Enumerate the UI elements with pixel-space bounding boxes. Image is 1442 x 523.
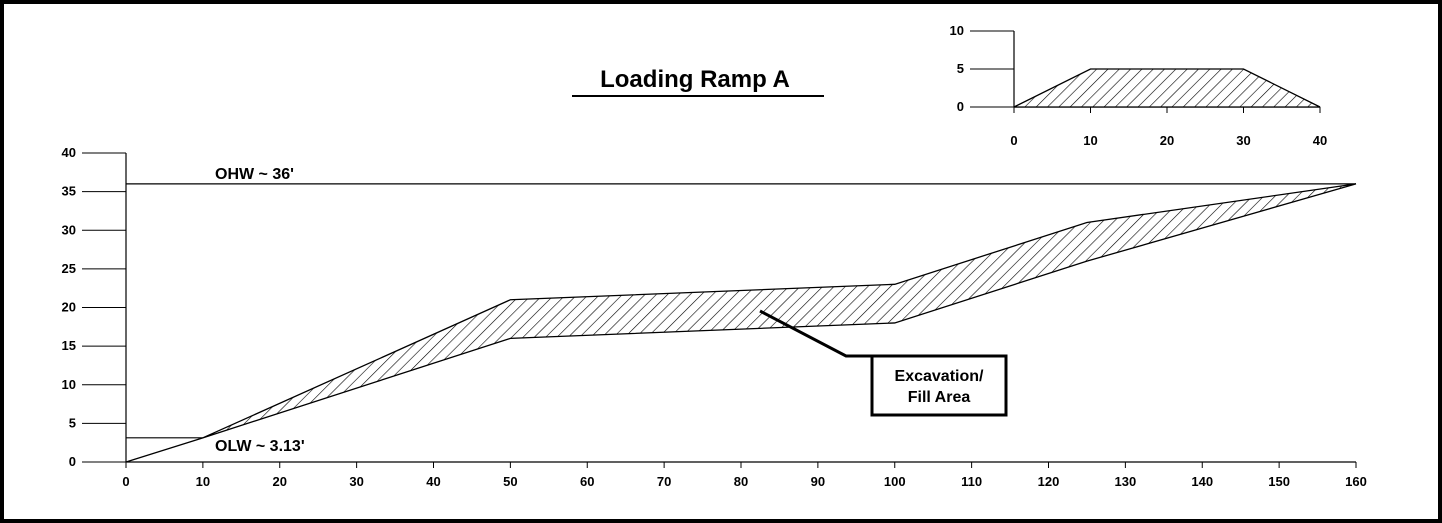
ohw-label: OHW ~ 36'	[215, 166, 294, 183]
callout-leader	[759, 309, 872, 358]
main-y-tick-label: 20	[62, 300, 76, 315]
main-x-tick-label: 140	[1191, 474, 1213, 489]
inset-x-tick-label: 10	[1083, 133, 1097, 148]
olw-label: OLW ~ 3.13'	[215, 438, 305, 455]
main-x-tick-label: 110	[961, 474, 982, 489]
inset-chart: 0 10 20 30 40 0 5 10	[950, 23, 1328, 148]
main-x-tick-label: 90	[811, 474, 825, 489]
main-x-tick-label: 150	[1268, 474, 1290, 489]
main-chart: 0 10 20 30 40 50 60 70 80 90 100 110 120 130 140 150 160…	[62, 145, 1367, 489]
main-y-tick-label: 0	[69, 454, 76, 469]
main-x-tick-label: 70	[657, 474, 671, 489]
main-y-tick-label: 25	[62, 261, 76, 276]
main-x-tick-label: 40	[426, 474, 440, 489]
main-y-tick-label: 30	[62, 222, 76, 237]
main-y-tick-label: 40	[62, 145, 76, 160]
main-y-tick-label: 5	[69, 415, 76, 430]
main-x-tick-label: 60	[580, 474, 594, 489]
main-x-tick-label: 30	[349, 474, 363, 489]
main-x-tick-label: 20	[273, 474, 287, 489]
inset-x-tick-label: 20	[1160, 133, 1174, 148]
main-x-tick-label: 100	[884, 474, 906, 489]
main-x-tick-label: 130	[1115, 474, 1137, 489]
inset-y-tick-label: 10	[950, 23, 964, 38]
inset-x-tick-label: 0	[1010, 133, 1017, 148]
main-y-tick-label: 35	[62, 184, 76, 199]
inset-ramp-profile	[1013, 68, 1321, 108]
callout-box	[870, 354, 1008, 417]
main-x-tick-label: 0	[122, 474, 129, 489]
excavation-fill-area	[125, 183, 1357, 463]
main-y-tick-label: 15	[62, 338, 76, 353]
main-y-tick-label: 10	[62, 377, 76, 392]
main-x-tick-label: 10	[196, 474, 210, 489]
inset-x-tick-label: 40	[1313, 133, 1327, 148]
chart-title: Loading Ramp A	[600, 66, 790, 93]
main-x-tick-label: 160	[1345, 474, 1367, 489]
inset-y-tick-label: 5	[957, 61, 964, 76]
main-x-tick-label: 50	[503, 474, 517, 489]
main-x-tick-label: 120	[1038, 474, 1060, 489]
callout-line-1: Excavation/	[895, 368, 984, 385]
main-x-tick-label: 80	[734, 474, 748, 489]
inset-y-tick-label: 0	[957, 99, 964, 114]
callout-line-2: Fill Area	[908, 389, 971, 406]
inset-x-tick-label: 30	[1236, 133, 1250, 148]
